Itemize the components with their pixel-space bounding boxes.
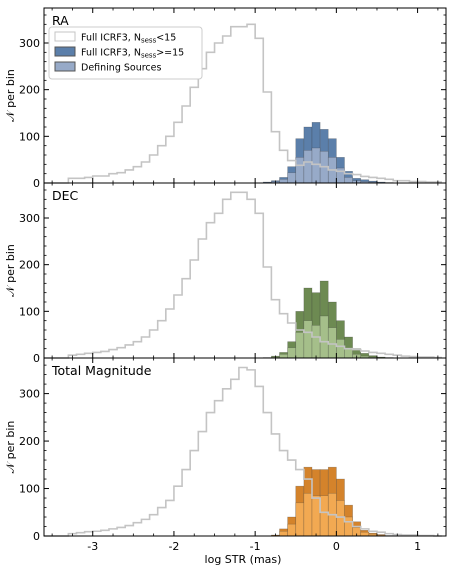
y-tick-label: 0 <box>33 530 40 543</box>
legend-label-tail: >=15 <box>156 48 184 59</box>
y-tick-label: 300 <box>19 212 40 225</box>
y-axis-label: 𝒩 per bin <box>4 69 17 122</box>
y-tick-label: 300 <box>19 37 40 50</box>
y-tick-label: 0 <box>33 352 40 365</box>
legend-entry-2: Defining Sources <box>81 63 162 74</box>
bar-defining-sources-bin-30 <box>287 347 297 359</box>
legend-swatch-2 <box>54 61 76 72</box>
bar-defining-sources-bin-34 <box>319 495 329 537</box>
y-tick-label: 200 <box>19 259 40 272</box>
panel-2: 0 100 200 300 -3 -2 -1 0 1 Total Magnitude 𝒩 per b… <box>4 357 447 553</box>
legend-swatch-1 <box>54 46 76 57</box>
legend-entry-0: Full ICRF3, Nsess<15 <box>81 33 176 45</box>
bar-defining-sources-bin-31 <box>295 332 305 359</box>
bar-defining-sources-bin-29 <box>279 530 288 537</box>
bar-defining-sources-bin-30 <box>287 523 297 537</box>
y-axis-label: 𝒩 per bin <box>4 421 17 474</box>
panel-title: Total Magnitude <box>51 363 152 378</box>
y-tick-label: 100 <box>19 305 40 318</box>
bar-defining-sources-bin-31 <box>295 502 305 537</box>
y-tick-label: 0 <box>33 177 40 190</box>
bar-defining-sources-bin-37 <box>344 348 353 359</box>
bar-defining-sources-bin-32 <box>303 320 313 359</box>
step-outline <box>44 23 442 184</box>
y-tick-label: 100 <box>19 130 40 143</box>
bar-defining-sources-bin-33 <box>311 495 321 537</box>
panel-title: DEC <box>52 188 79 203</box>
legend-frame <box>48 26 203 80</box>
bar-defining-sources-bin-37 <box>344 516 353 537</box>
legend-entry-1: Full ICRF3, Nsess>=15 <box>81 48 184 60</box>
legend-label-main: Defining Sources <box>81 63 162 74</box>
bar-defining-sources-bin-29 <box>279 353 288 359</box>
bar-defining-sources-bin-30 <box>287 172 297 184</box>
y-tick-label: 100 <box>19 483 40 496</box>
bar-defining-sources-bin-36 <box>336 167 345 184</box>
axes-frame <box>43 357 447 537</box>
legend-swatch-0 <box>54 31 76 42</box>
bar-defining-sources-bin-36 <box>336 500 345 537</box>
axes-frame <box>43 182 447 359</box>
bar-defining-sources-bin-29 <box>279 178 288 184</box>
panel-title: RA <box>52 13 69 28</box>
bar-defining-sources-bin-33 <box>311 147 321 184</box>
x-tick-label: -1 <box>250 540 261 553</box>
step-outline <box>44 191 442 359</box>
x-axis-label: log STR (mas) <box>205 553 282 566</box>
bar-defining-sources-bin-32 <box>303 492 313 537</box>
legend-label-main: Full ICRF3, N <box>81 48 141 59</box>
x-tick-label: -3 <box>87 540 98 553</box>
bar-defining-sources-bin-35 <box>327 327 337 359</box>
x-tick-label: 1 <box>414 540 421 553</box>
bar-defining-sources-bin-37 <box>344 177 353 184</box>
legend-label-tail: <15 <box>156 33 176 44</box>
bar-defining-sources-bin-32 <box>303 150 313 184</box>
x-tick-label: -2 <box>168 540 179 553</box>
step-outline <box>44 366 442 537</box>
bar-defining-sources-bin-39 <box>360 531 370 537</box>
y-tick-label: 300 <box>19 388 40 401</box>
y-tick-label: 200 <box>19 84 40 97</box>
bar-defining-sources-bin-33 <box>311 325 321 359</box>
panel-1: 0 100 200 300 DEC 𝒩 per bin <box>4 182 447 365</box>
y-tick-label: 200 <box>19 435 40 448</box>
bar-defining-sources-bin-36 <box>336 339 345 359</box>
bar-defining-sources-bin-31 <box>295 157 305 184</box>
bar-defining-sources-bin-34 <box>319 315 329 359</box>
panel-0: 0 100 200 300 RA 𝒩 per bin <box>4 7 447 190</box>
y-axis-label: 𝒩 per bin <box>4 244 17 297</box>
x-tick-label: 0 <box>333 540 340 553</box>
legend-label-sub: sess <box>141 52 157 60</box>
legend-label-sub: sess <box>141 37 157 45</box>
legend-label-main: Full ICRF3, N <box>81 33 141 44</box>
